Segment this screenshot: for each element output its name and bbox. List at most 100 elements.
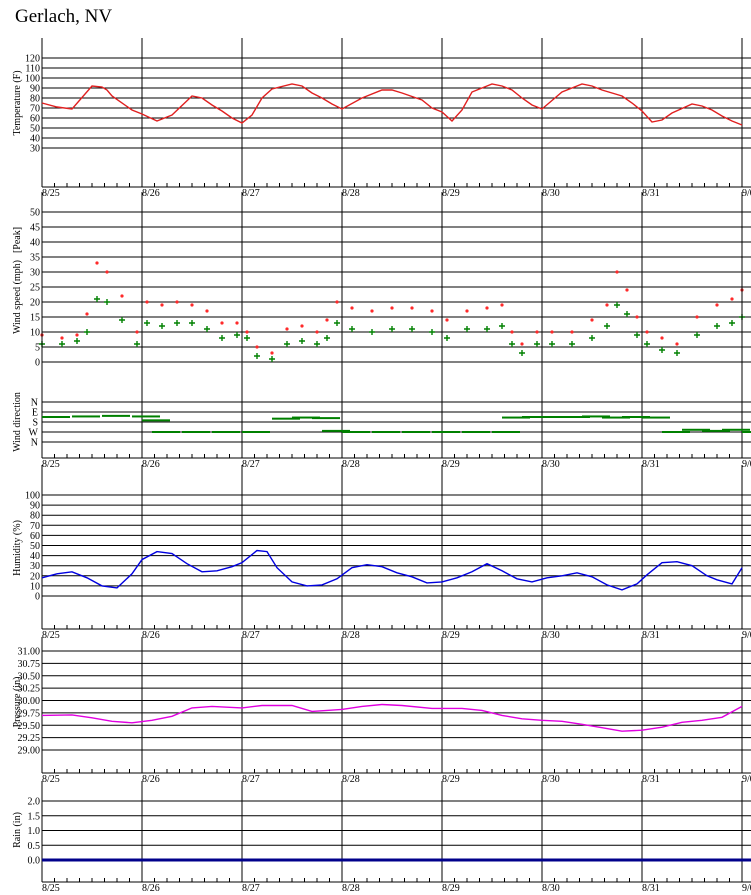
wind-speed-point [334,320,340,326]
wind-peak-point [350,306,354,310]
page-title: Gerlach, NV [15,6,113,27]
wind-direction-point [242,431,270,433]
wind-speed-point [174,320,180,326]
wind-direction-point [742,431,751,433]
wind-speed-point [484,326,490,332]
dir-ytick-label: N [31,398,38,409]
pres-ytick-label: 30.00 [18,696,41,707]
temp-ytick-label: 50 [30,124,40,135]
pres-ytick-label: 30.25 [18,684,41,695]
pres-ytick-label: 30.50 [18,671,41,682]
wind-direction-point [522,416,550,418]
pres-xtick-label: 8/30 [542,774,560,785]
wind-speed-point [244,335,250,341]
wind-speed-point [144,320,150,326]
pres-ytick-label: 29.75 [18,708,41,719]
pres-xtick-label: 8/25 [42,774,60,785]
wind-direction-point [582,415,610,418]
wind-peak-point [485,306,489,310]
wind-direction-point [542,416,570,418]
wind-speed-point [534,341,540,347]
wind-direction-point [702,429,730,432]
rain-ytick-label: 0.0 [28,856,41,867]
rain-ytick-label: 1.5 [28,811,41,822]
wind-speed-point [549,341,555,347]
wind-direction-point [42,416,70,418]
wind-peak-point [645,330,649,334]
temp-ytick-label: 70 [30,104,40,115]
wind-peak-point [135,330,139,334]
hum-ylabel: Humidity (%) [12,520,23,576]
dir-xtick-label: 8/27 [242,459,260,470]
wind-speed-point [429,329,435,335]
wind-direction-point [72,415,100,418]
wind-speed-point [624,311,630,317]
wind-peak-point [220,321,224,325]
temp-ytick-label: 60 [30,114,40,125]
wind-ytick-label: 45 [30,223,40,234]
wind-peak-point [625,288,629,292]
wind-direction-point [312,417,340,420]
wind-direction-point [622,416,650,418]
temp-ytick-label: 110 [25,64,40,75]
wind-peak-point [205,309,209,313]
wind-direction-point [212,431,240,433]
wind-peak-point [160,303,164,307]
temp-ytick-label: 30 [30,144,40,155]
wind-speed-point [659,347,665,353]
temp-ylabel: Temperature (F) [12,70,23,135]
pres-xtick-label: 8/31 [642,774,660,785]
temp-xtick-label: 8/26 [142,188,160,199]
wind-direction-point [642,416,670,419]
wind-speed-point [409,326,415,332]
dir-xtick-label: 8/31 [642,459,660,470]
wind-direction-point [152,431,180,433]
wind-peak-point [675,342,679,346]
rain-ylabel: Rain (in) [12,812,23,848]
dir-xtick-label: 8/30 [542,459,560,470]
wind-peak-point [590,318,594,322]
temp-xtick-label: 8/28 [342,188,360,199]
pres-ytick-label: 29.25 [18,733,41,744]
pres-xtick-label: 8/28 [342,774,360,785]
wind-speed-point [94,296,100,302]
wind-speed-point [314,341,320,347]
wind-direction-point [102,414,130,417]
wind-speed-point [189,320,195,326]
hum-ytick-label: 70 [30,521,40,532]
wind-peak-point [535,330,539,334]
rain-ytick-label: 0.5 [28,841,41,852]
dir-ylabel: Wind direction [12,392,23,452]
hum-ytick-label: 40 [30,551,40,562]
wind-peak-point [510,330,514,334]
wind-ytick-label: 50 [30,208,40,219]
wind-direction-point [462,431,490,433]
dir-xtick-label: 8/26 [142,459,160,470]
rain-ytick-label: 1.0 [28,826,41,837]
wind-speed-point [714,323,720,329]
wind-peak-point [315,330,319,334]
hum-xtick-label: 8/26 [142,630,160,641]
wind-direction-point [322,429,350,432]
hum-ytick-label: 0 [35,592,40,603]
wind-speed-point [509,341,515,347]
wind-peak-point [95,261,99,265]
temp-xtick-label: 8/29 [442,188,460,199]
rain-xtick-label: 8/31 [642,883,660,894]
wind-ytick-label: 0 [35,358,40,369]
wind-speed-point [59,341,65,347]
wind-peak-point [235,321,239,325]
wind-ytick-label: 25 [30,283,40,294]
hum-xtick-label: 8/29 [442,630,460,641]
wind-direction-point [562,416,590,418]
wind-peak-point [105,270,109,274]
wind-direction-point [292,416,320,419]
wind-speed-point [119,317,125,323]
wind-peak-point [60,336,64,340]
wind-direction-point [662,431,690,433]
pres-xtick-label: 8/26 [142,774,160,785]
wind-speed-point [499,323,505,329]
wind-speed-point [569,341,575,347]
temp-xtick-label: 8/31 [642,188,660,199]
